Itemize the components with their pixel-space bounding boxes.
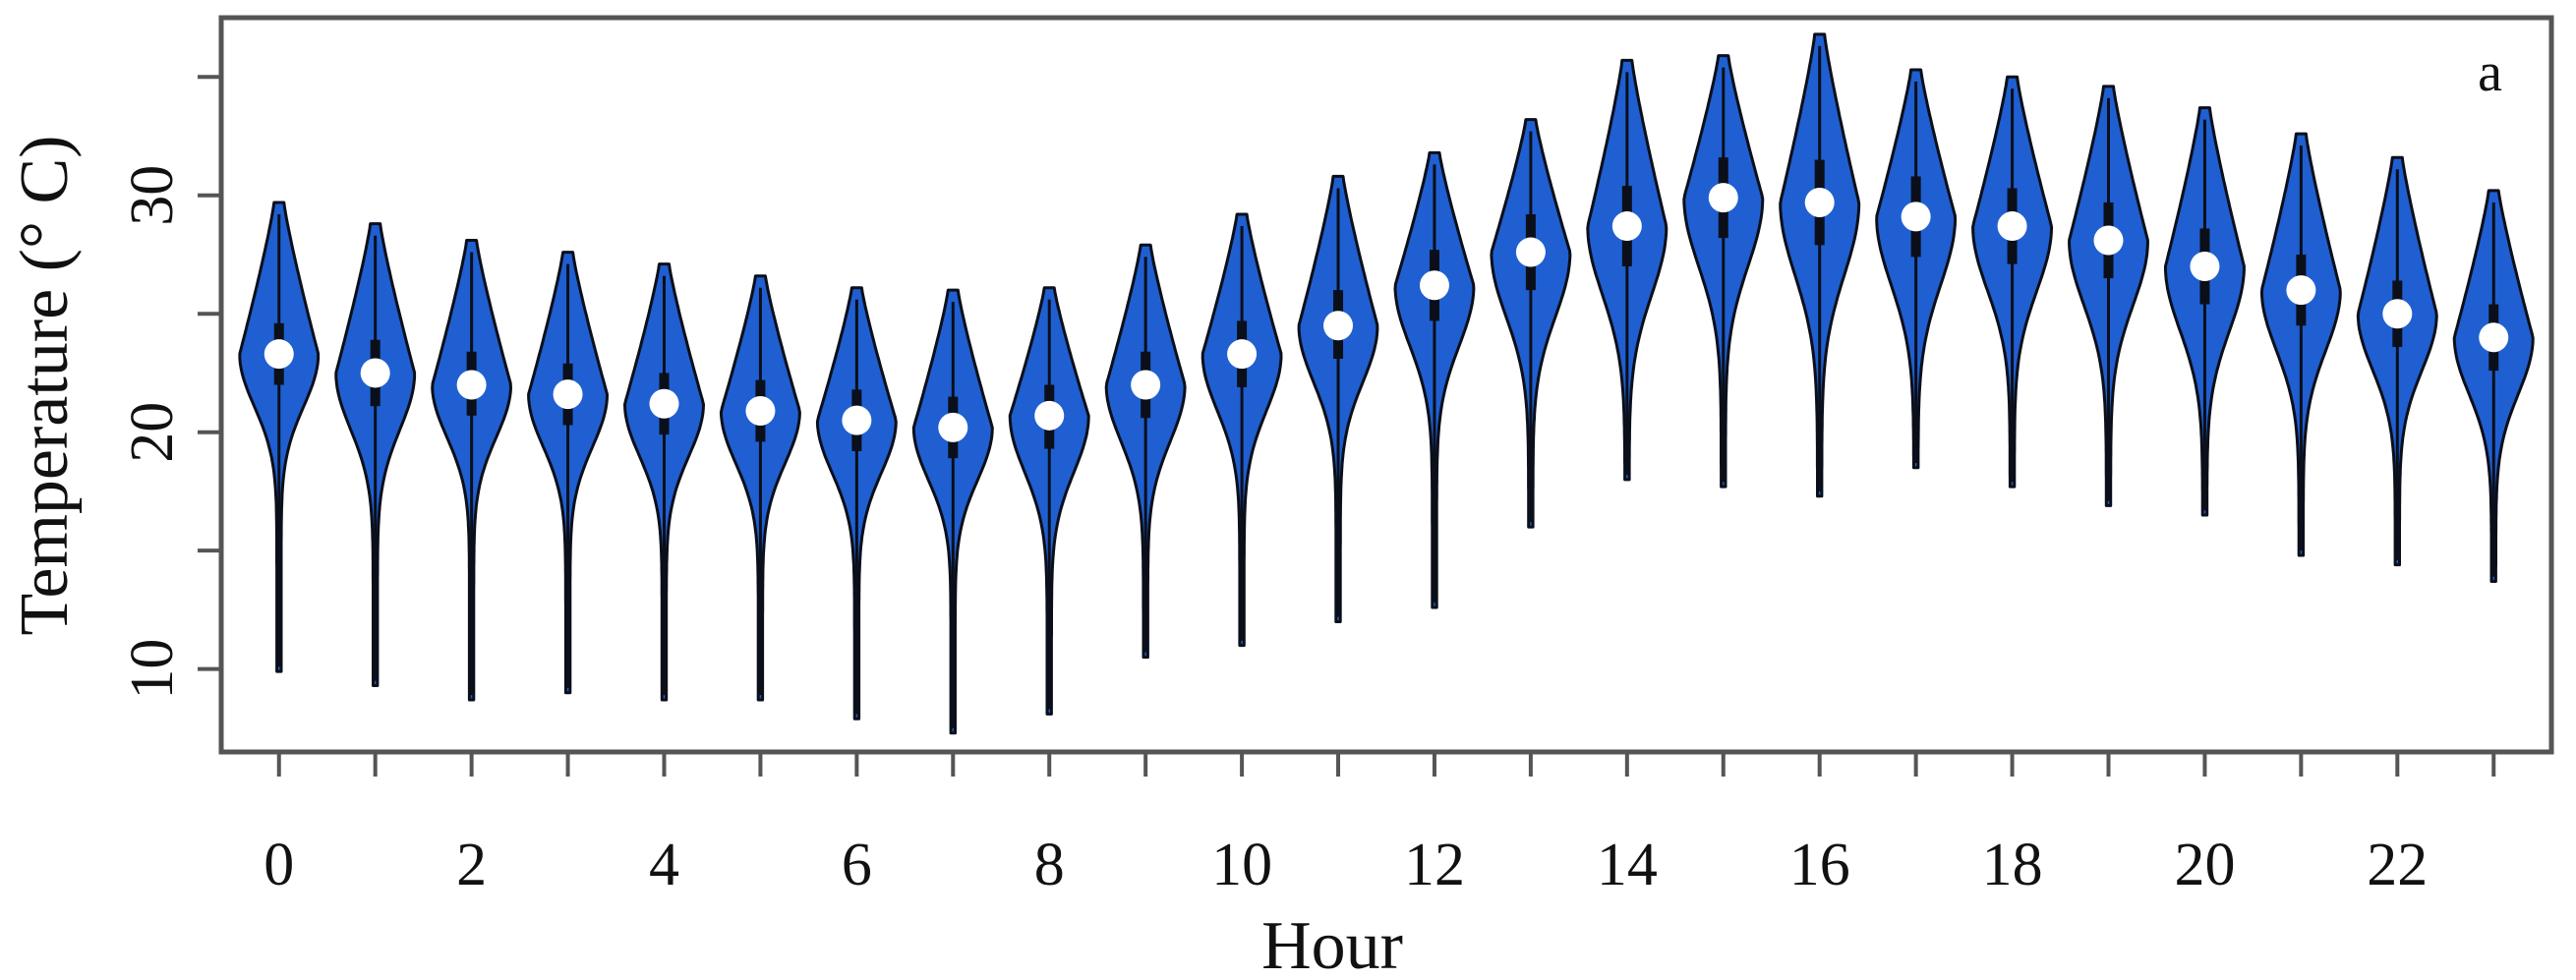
violin-hour-9 — [1104, 243, 1187, 660]
x-axis-title: Hour — [1261, 908, 1403, 980]
violin-hour-2 — [431, 239, 512, 702]
y-tick-label-20: 20 — [119, 402, 186, 463]
median-dot-14 — [1611, 211, 1642, 242]
median-dot-0 — [263, 339, 294, 370]
violin-hour-8 — [1008, 286, 1090, 716]
violin-hour-6 — [815, 286, 898, 721]
x-tick-label-8: 8 — [1034, 832, 1065, 898]
violin-hour-0 — [238, 201, 321, 673]
violin-hour-23 — [2452, 189, 2535, 583]
median-dot-13 — [1515, 237, 1546, 267]
median-dot-18 — [1997, 211, 2027, 242]
x-tick-label-12: 12 — [1404, 832, 1465, 898]
median-dot-9 — [1131, 370, 1161, 400]
median-dot-22 — [2382, 299, 2413, 329]
violin-hour-5 — [719, 274, 801, 702]
violin-hour-1 — [334, 222, 417, 687]
violin-hour-7 — [911, 288, 994, 735]
violin-hour-18 — [1971, 75, 2054, 489]
median-dot-17 — [1901, 202, 1931, 232]
y-tick-label-10: 10 — [119, 639, 186, 700]
violin-hour-17 — [1875, 68, 1958, 470]
violin-hour-4 — [623, 262, 705, 702]
x-tick-label-2: 2 — [456, 832, 487, 898]
median-dot-16 — [1804, 187, 1835, 217]
violin-hour-11 — [1297, 174, 1379, 623]
median-dot-5 — [745, 396, 776, 427]
median-dot-10 — [1227, 339, 1258, 370]
x-tick-label-0: 0 — [263, 832, 294, 898]
x-tick-label-20: 20 — [2174, 832, 2235, 898]
median-dot-1 — [360, 358, 390, 388]
median-dot-7 — [938, 412, 968, 442]
median-dot-8 — [1034, 400, 1065, 431]
median-dot-19 — [2093, 225, 2124, 256]
violins-group — [238, 32, 2535, 735]
median-dot-12 — [1419, 270, 1449, 301]
median-dot-11 — [1323, 311, 1354, 341]
x-axis: 0 2 4 6 8 10 12 14 16 18 20 22 — [263, 752, 2496, 898]
violin-hour-10 — [1200, 212, 1283, 648]
median-dot-6 — [842, 405, 872, 435]
median-dot-21 — [2286, 275, 2316, 306]
median-dot-3 — [553, 379, 583, 410]
x-tick-label-14: 14 — [1597, 832, 1658, 898]
median-dot-23 — [2479, 322, 2509, 353]
y-axis: 10 20 30 — [119, 75, 221, 700]
violin-hour-21 — [2259, 132, 2342, 557]
median-dot-4 — [649, 388, 679, 419]
median-dot-20 — [2190, 252, 2220, 282]
x-tick-label-22: 22 — [2367, 832, 2428, 898]
y-tick-label-30: 30 — [119, 165, 186, 226]
violin-hour-22 — [2356, 155, 2438, 567]
x-tick-label-6: 6 — [842, 832, 872, 898]
violin-hour-19 — [2068, 85, 2149, 507]
violin-hour-3 — [527, 251, 609, 695]
y-axis-title: Temperature (° C) — [7, 136, 83, 636]
x-tick-label-18: 18 — [1982, 832, 2043, 898]
median-dot-15 — [1708, 183, 1738, 213]
median-dot-2 — [456, 370, 487, 400]
violin-hour-13 — [1490, 118, 1572, 529]
x-tick-label-4: 4 — [649, 832, 679, 898]
violin-hour-20 — [2164, 106, 2246, 517]
violin-hour-15 — [1682, 54, 1765, 489]
panel-label: a — [2478, 42, 2502, 103]
violin-hour-16 — [1779, 32, 1861, 498]
x-tick-label-16: 16 — [1789, 832, 1850, 898]
x-tick-label-10: 10 — [1211, 832, 1272, 898]
violin-hour-12 — [1393, 150, 1476, 609]
violin-hour-14 — [1586, 58, 1669, 482]
plot-frame — [218, 15, 2554, 755]
